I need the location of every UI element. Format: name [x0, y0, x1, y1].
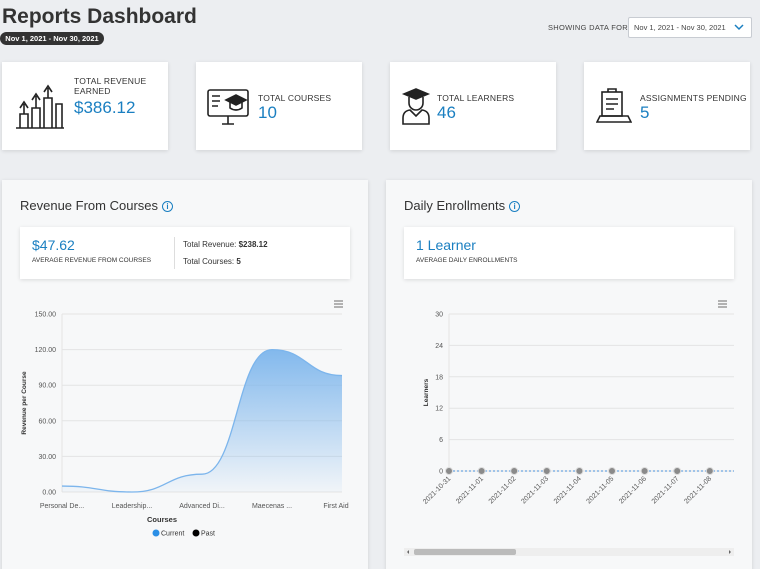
point — [477, 467, 486, 475]
point — [673, 467, 682, 475]
y-tick-label: 150.00 — [35, 312, 57, 319]
legend-swatch — [152, 529, 160, 537]
x-tick-label: Personal De... — [40, 503, 84, 510]
assignments-icon — [596, 88, 632, 123]
y-axis-label: Learners — [423, 378, 430, 406]
x-tick-label: Advanced Di... — [179, 503, 225, 510]
scrollbar-track[interactable] — [404, 548, 734, 556]
x-tick-label: Maecenas ... — [252, 503, 292, 510]
y-tick-label: 12 — [435, 406, 443, 413]
menu-icon[interactable] — [718, 300, 727, 308]
date-select[interactable]: Nov 1, 2021 - Nov 30, 2021 — [628, 17, 752, 38]
courses-icon — [207, 89, 249, 125]
x-tick-label: 2021-11-04 — [553, 475, 583, 505]
date-badge: Nov 1, 2021 - Nov 30, 2021 — [0, 32, 104, 45]
x-tick-label: Leadership... — [112, 503, 153, 510]
detail-value: $238.12 — [238, 240, 268, 249]
info-icon[interactable]: i — [509, 201, 521, 212]
x-tick-label: 2021-11-08 — [683, 475, 713, 505]
x-tick-label: 2021-11-01 — [455, 475, 485, 505]
y-tick-label: 60.00 — [38, 418, 56, 425]
x-tick-label: 2021-11-02 — [488, 475, 518, 505]
filter-label: SHOWING DATA FOR — [548, 23, 628, 32]
y-tick-label: 120.00 — [35, 347, 57, 354]
panel: Daily Enrollments i 1 Learner AVERAGE DAI… — [386, 180, 752, 569]
panel-title: Daily Enrollments i — [404, 198, 521, 213]
point — [608, 467, 616, 475]
stat-card: TOTAL LEARNERS 46 — [390, 62, 556, 150]
y-tick-label: 90.00 — [38, 383, 56, 390]
y-tick-label: 30 — [435, 312, 443, 319]
stat-card: TOTAL COURSES 10 — [196, 62, 362, 150]
info-icon[interactable]: i — [162, 201, 173, 212]
panel-title-text: Daily Enrollments — [404, 198, 506, 213]
learners-icon — [401, 88, 431, 125]
summary-box: 1 Learner AVERAGE DAILY ENROLLMENTS — [404, 227, 734, 279]
y-tick-label: 18 — [435, 374, 443, 381]
stat-value: 10 — [258, 103, 277, 122]
summary-label: AVERAGE DAILY ENROLLMENTS — [416, 257, 518, 264]
summary-value: $47.62 — [32, 237, 75, 253]
page-title: Reports Dashboard — [2, 5, 197, 28]
menu-icon[interactable] — [334, 300, 343, 308]
summary-value: 1 Learner — [416, 237, 476, 253]
x-tick-label: 2021-11-06 — [618, 475, 648, 505]
scrollbar-thumb[interactable] — [414, 549, 516, 555]
detail: Total Courses: 5 — [183, 257, 241, 266]
area — [62, 349, 342, 492]
divider — [174, 237, 175, 269]
stat-card: TOTAL REVENUE EARNED $386.12 — [2, 62, 168, 150]
y-tick-label: 0 — [439, 469, 443, 476]
point — [445, 467, 453, 475]
detail: Total Revenue: $238.12 — [183, 240, 268, 249]
y-tick-label: 0.00 — [42, 490, 56, 497]
y-axis-label: Revenue per Course — [21, 371, 28, 435]
x-tick-label: 2021-10-31 — [422, 475, 452, 505]
x-tick-label: 2021-11-05 — [586, 475, 616, 505]
x-tick-label: First Aid — [323, 503, 348, 510]
x-tick-label: 2021-11-03 — [520, 475, 550, 505]
y-tick-label: 30.00 — [38, 454, 56, 461]
detail-label: Total Revenue: — [183, 240, 237, 249]
stat-label: TOTAL COURSES — [258, 93, 332, 103]
date-select-value: Nov 1, 2021 - Nov 30, 2021 — [634, 23, 726, 32]
stat-card: ASSIGNMENTS PENDING 5 — [584, 62, 750, 150]
stat-label: TOTAL LEARNERS — [437, 93, 515, 103]
legend-swatch — [192, 529, 200, 537]
legend-label: Past — [201, 531, 215, 538]
legend-label: Current — [161, 531, 184, 538]
panel-title: Revenue From Courses i — [20, 198, 173, 213]
point — [640, 467, 649, 475]
y-tick-label: 24 — [435, 343, 443, 350]
y-tick-label: 6 — [439, 437, 443, 444]
detail-label: Total Courses: — [183, 257, 235, 266]
stat-value: $386.12 — [74, 98, 136, 117]
panel-title-text: Revenue From Courses — [20, 198, 158, 213]
point — [705, 467, 714, 475]
revenue-icon — [16, 84, 64, 129]
point — [542, 467, 551, 475]
detail-value: 5 — [236, 257, 241, 266]
summary-label: AVERAGE REVENUE FROM COURSES — [32, 257, 152, 264]
point — [510, 467, 519, 475]
x-axis-label: Courses — [147, 515, 177, 524]
stat-label: TOTAL REVENUE EARNED — [74, 76, 147, 96]
point — [575, 467, 584, 475]
summary-box: $47.62 AVERAGE REVENUE FROM COURSES Tota… — [20, 227, 350, 279]
line — [61, 348, 343, 493]
stat-label: ASSIGNMENTS PENDING — [640, 93, 747, 103]
stat-value: 5 — [640, 103, 650, 122]
chevron — [734, 24, 744, 31]
stat-value: 46 — [437, 103, 456, 122]
x-tick-label: 2021-11-07 — [651, 475, 681, 505]
